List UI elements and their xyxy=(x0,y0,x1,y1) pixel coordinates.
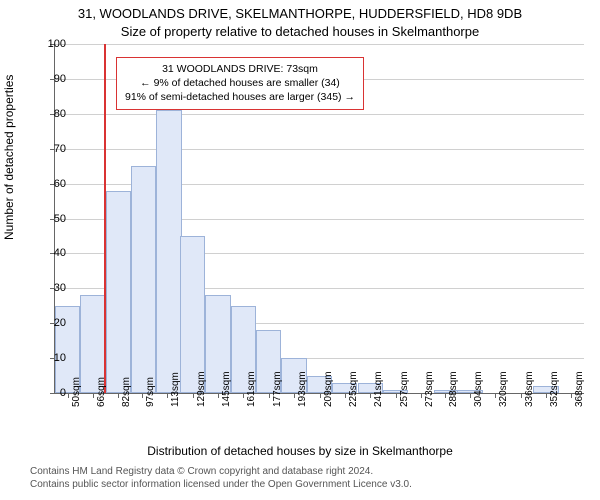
ytick-label: 40 xyxy=(36,247,66,259)
xtick-label: 320sqm xyxy=(498,371,509,407)
ytick-label: 80 xyxy=(36,108,66,120)
xtick-mark xyxy=(345,393,346,398)
xtick-mark xyxy=(218,393,219,398)
xtick-label: 336sqm xyxy=(524,371,535,407)
xtick-mark xyxy=(167,393,168,398)
footer-attribution: Contains HM Land Registry data © Crown c… xyxy=(30,466,412,491)
xtick-mark xyxy=(118,393,119,398)
ytick-label: 0 xyxy=(36,387,66,399)
gridline xyxy=(55,44,584,45)
xtick-label: 177sqm xyxy=(272,371,283,407)
xtick-mark xyxy=(470,393,471,398)
ytick-label: 90 xyxy=(36,73,66,85)
xtick-label: 241sqm xyxy=(373,371,384,407)
xtick-label: 225sqm xyxy=(348,371,359,407)
xtick-label: 50sqm xyxy=(71,377,82,407)
xtick-mark xyxy=(571,393,572,398)
footer-line1: Contains HM Land Registry data © Crown c… xyxy=(30,466,412,479)
xtick-label: 209sqm xyxy=(323,371,334,407)
xtick-label: 273sqm xyxy=(424,371,435,407)
annotation-line1: 31 WOODLANDS DRIVE: 73sqm xyxy=(125,62,355,76)
annotation-box: 31 WOODLANDS DRIVE: 73sqm ← 9% of detach… xyxy=(116,57,364,110)
annotation-line3: 91% of semi-detached houses are larger (… xyxy=(125,90,355,104)
x-axis-label: Distribution of detached houses by size … xyxy=(0,444,600,458)
ytick-label: 100 xyxy=(36,38,66,50)
xtick-label: 82sqm xyxy=(121,377,132,407)
xtick-mark xyxy=(193,393,194,398)
xtick-mark xyxy=(370,393,371,398)
xtick-mark xyxy=(421,393,422,398)
xtick-mark xyxy=(294,393,295,398)
histogram-bar xyxy=(156,110,181,393)
xtick-mark xyxy=(243,393,244,398)
ytick-label: 60 xyxy=(36,178,66,190)
gridline xyxy=(55,149,584,150)
ytick-label: 10 xyxy=(36,352,66,364)
xtick-label: 368sqm xyxy=(574,371,585,407)
gridline xyxy=(55,114,584,115)
xtick-mark xyxy=(546,393,547,398)
ytick-label: 20 xyxy=(36,317,66,329)
xtick-mark xyxy=(445,393,446,398)
xtick-label: 193sqm xyxy=(297,371,308,407)
chart-title-main: 31, WOODLANDS DRIVE, SKELMANTHORPE, HUDD… xyxy=(0,6,600,21)
footer-line2: Contains public sector information licen… xyxy=(30,479,412,492)
xtick-label: 129sqm xyxy=(196,371,207,407)
xtick-label: 352sqm xyxy=(549,371,560,407)
y-axis-label: Number of detached properties xyxy=(2,75,16,240)
xtick-mark xyxy=(396,393,397,398)
xtick-mark xyxy=(521,393,522,398)
xtick-mark xyxy=(269,393,270,398)
xtick-mark xyxy=(68,393,69,398)
xtick-mark xyxy=(495,393,496,398)
xtick-label: 66sqm xyxy=(96,377,107,407)
xtick-label: 288sqm xyxy=(448,371,459,407)
annotation-line2: ← 9% of detached houses are smaller (34) xyxy=(125,76,355,90)
chart-title-sub: Size of property relative to detached ho… xyxy=(0,24,600,39)
xtick-mark xyxy=(142,393,143,398)
histogram-bar xyxy=(106,191,131,393)
histogram-bar xyxy=(180,236,205,393)
histogram-bar xyxy=(131,166,156,393)
xtick-label: 113sqm xyxy=(170,372,181,407)
xtick-label: 145sqm xyxy=(221,371,232,407)
ytick-label: 30 xyxy=(36,282,66,294)
reference-line xyxy=(104,44,106,393)
xtick-label: 97sqm xyxy=(145,377,156,407)
xtick-mark xyxy=(93,393,94,398)
xtick-label: 257sqm xyxy=(399,371,410,407)
xtick-label: 304sqm xyxy=(473,371,484,407)
xtick-mark xyxy=(320,393,321,398)
xtick-label: 161sqm xyxy=(246,371,257,407)
ytick-label: 70 xyxy=(36,143,66,155)
ytick-label: 50 xyxy=(36,213,66,225)
